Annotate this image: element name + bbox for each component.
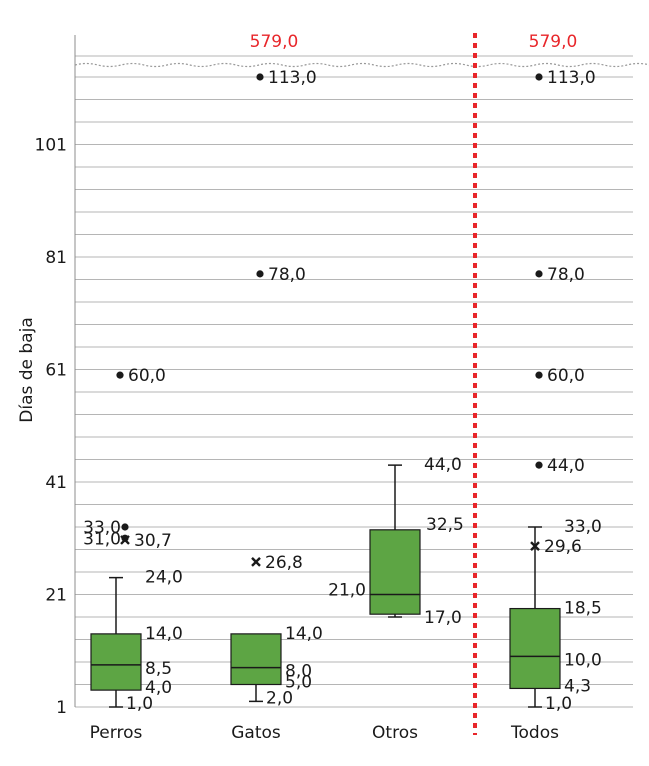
mean-label: 29,6 xyxy=(544,537,582,557)
break-value-label: 579,0 xyxy=(529,32,578,52)
max-label: 44,0 xyxy=(424,455,462,475)
box-layer xyxy=(90,73,561,708)
outlier-label: 113,0 xyxy=(268,68,317,88)
outlier-label: 60,0 xyxy=(128,366,166,386)
mean-marker xyxy=(251,557,261,567)
box-gatos xyxy=(230,633,282,686)
axis-break-line xyxy=(74,62,649,68)
outlier-point xyxy=(256,270,264,278)
outlier-point xyxy=(535,461,543,469)
outlier-label: 113,0 xyxy=(547,68,596,88)
box-otros xyxy=(369,529,421,615)
outlier-point xyxy=(535,270,543,278)
q3-label: 14,0 xyxy=(145,624,183,644)
outlier-point xyxy=(121,523,129,531)
grid-layer xyxy=(74,33,649,735)
q1-label: 4,3 xyxy=(564,676,591,696)
q1-label: 5,0 xyxy=(285,673,312,693)
mean-marker xyxy=(530,541,540,551)
break-value-label: 579,0 xyxy=(250,32,299,52)
q3-label: 32,5 xyxy=(426,515,464,535)
y-tick-label: 41 xyxy=(45,473,67,493)
outlier-point xyxy=(256,73,264,81)
median-label: 10,0 xyxy=(564,650,602,670)
median-label: 21,0 xyxy=(328,581,366,601)
y-tick-label: 101 xyxy=(35,136,67,156)
min-label: 1,0 xyxy=(545,694,572,714)
max-label: 24,0 xyxy=(145,568,183,588)
y-tick-label: 1 xyxy=(56,698,67,718)
min-label: 17,0 xyxy=(424,608,462,628)
y-tick-label: 81 xyxy=(45,248,67,268)
q3-label: 14,0 xyxy=(285,624,323,644)
y-tick-label: 61 xyxy=(45,361,67,381)
outlier-point xyxy=(116,371,124,379)
outlier-label: 33,0 xyxy=(83,518,121,538)
category-label: Gatos xyxy=(231,723,281,743)
box-todos xyxy=(509,607,561,690)
median-label: 8,0 xyxy=(285,662,312,682)
q3-label: 18,5 xyxy=(564,599,602,619)
min-label: 1,0 xyxy=(126,694,153,714)
outlier-label: 60,0 xyxy=(547,366,585,386)
y-axis-title: Días de baja xyxy=(17,317,37,423)
category-label: Todos xyxy=(510,723,559,743)
outlier-label: 78,0 xyxy=(268,265,306,285)
mean-label: 30,7 xyxy=(134,531,172,551)
label-layer: 60,033,031,0 30,724,014,08,54,01,0Perros1… xyxy=(83,32,602,743)
category-label: Otros xyxy=(372,723,418,743)
max-label: 33,0 xyxy=(564,517,602,537)
median-label: 8,5 xyxy=(145,659,172,679)
outlier-point xyxy=(535,371,543,379)
y-axis: 1 21 41 61 81 101 xyxy=(35,35,76,718)
y-tick-label: 21 xyxy=(45,586,67,606)
outlier-point xyxy=(535,73,543,81)
mean-label: 26,8 xyxy=(265,553,303,573)
outlier-label: 44,0 xyxy=(547,456,585,476)
mean-marker xyxy=(120,535,130,545)
box-perros xyxy=(90,633,142,691)
outlier-label: 78,0 xyxy=(547,265,585,285)
outlier-label: 31,0 xyxy=(83,529,121,549)
q1-label: 4,0 xyxy=(145,678,172,698)
category-label: Perros xyxy=(90,723,143,743)
min-label: 2,0 xyxy=(266,688,293,708)
